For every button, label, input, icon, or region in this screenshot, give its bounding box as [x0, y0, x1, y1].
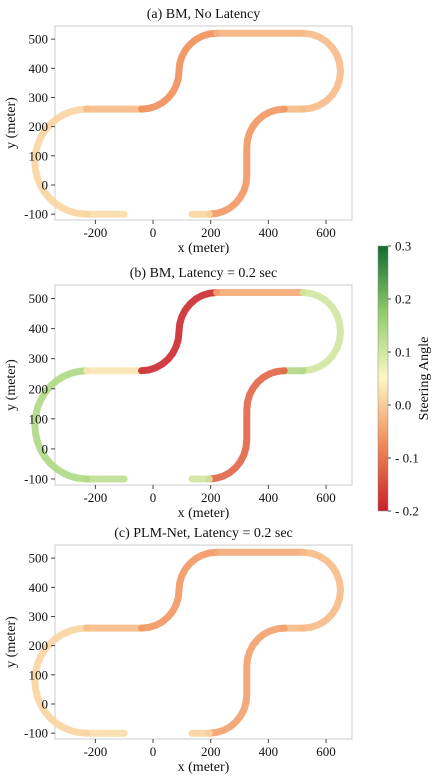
- y-tick-label: 500: [29, 291, 49, 306]
- y-tick-label: 100: [29, 148, 49, 163]
- x-tick-label: 400: [259, 490, 279, 505]
- x-tick-label: 400: [259, 225, 279, 240]
- y-tick-label: 0: [42, 177, 49, 192]
- x-tick-label: 600: [316, 744, 336, 759]
- track-segment-4: [138, 29, 220, 113]
- y-tick-label: 500: [29, 551, 49, 566]
- track-segment-8: [205, 624, 288, 737]
- x-tick-label: 600: [316, 490, 336, 505]
- x-axis-label: x (meter): [178, 241, 230, 256]
- y-tick-label: 400: [29, 61, 49, 76]
- chart-title: (a) BM, No Latency: [147, 7, 261, 22]
- x-tick-label: 200: [201, 490, 221, 505]
- plot-area: [54, 284, 353, 486]
- colorbar-gradient: [377, 245, 389, 512]
- y-tick-label: -100: [24, 207, 48, 222]
- x-axis-label: x (meter): [178, 760, 230, 775]
- colorbar: 0.3 0.2 0.1 0.0 - 0.1 - 0.2 Steering Angle: [377, 239, 432, 519]
- track-segment-4: [138, 289, 220, 375]
- track-segment-6: [299, 548, 344, 632]
- y-tick-label: 200: [29, 381, 49, 396]
- track-segment-2: [31, 367, 91, 483]
- y-tick-label: 300: [29, 90, 49, 105]
- x-tick-label: -200: [83, 744, 107, 759]
- y-tick-label: 0: [42, 696, 49, 711]
- y-tick-label: 400: [29, 580, 49, 595]
- x-axis-label: x (meter): [178, 506, 230, 521]
- track-segment-8: [205, 105, 288, 218]
- x-tick-label: -200: [83, 225, 107, 240]
- track-segment-2: [31, 105, 91, 218]
- plot-area: [54, 544, 353, 740]
- chart-title: (c) PLM-Net, Latency = 0.2 sec: [114, 526, 293, 541]
- colorbar-tick-label: 0.2: [395, 292, 411, 307]
- y-tick-label: 400: [29, 321, 49, 336]
- x-tick-label: 0: [150, 490, 157, 505]
- colorbar-tick-label: 0.3: [395, 239, 411, 254]
- colorbar-tick-label: - 0.2: [395, 504, 419, 519]
- y-tick-label: 500: [29, 32, 49, 47]
- y-tick-label: 200: [29, 119, 49, 134]
- y-axis-label: y (meter): [4, 97, 19, 149]
- x-tick-label: -200: [83, 490, 107, 505]
- colorbar-label: Steering Angle: [417, 337, 432, 421]
- y-axis-label: y (meter): [4, 359, 19, 411]
- x-tick-label: 0: [150, 225, 157, 240]
- track-segment-2: [31, 624, 91, 737]
- panel-b: (b) BM, Latency = 0.2 sec -200 0 200 400 600 -…: [4, 266, 353, 521]
- y-tick-label: 100: [29, 667, 49, 682]
- y-axis-label: y (meter): [4, 616, 19, 668]
- y-tick-label: -100: [24, 726, 48, 741]
- x-tick-label: 400: [259, 744, 279, 759]
- y-tick-label: 300: [29, 351, 49, 366]
- x-tick-label: 600: [316, 225, 336, 240]
- y-tick-label: 0: [42, 441, 49, 456]
- x-tick-label: 200: [201, 225, 221, 240]
- y-tick-label: -100: [24, 471, 48, 486]
- panel-c: (c) PLM-Net, Latency = 0.2 sec -200 0 200 40…: [4, 526, 353, 775]
- track-segment-8: [205, 367, 288, 483]
- y-tick-label: 300: [29, 609, 49, 624]
- x-tick-label: 0: [150, 744, 157, 759]
- colorbar-tick-label: - 0.1: [395, 451, 419, 466]
- colorbar-tick-label: 0.1: [395, 345, 411, 360]
- track-segment-6: [299, 29, 344, 113]
- track-segment-4: [138, 548, 220, 632]
- colorbar-tick-label: 0.0: [395, 398, 411, 413]
- chart-title: (b) BM, Latency = 0.2 sec: [130, 266, 277, 281]
- plot-area: [54, 25, 353, 221]
- y-tick-label: 100: [29, 411, 49, 426]
- x-tick-label: 200: [201, 744, 221, 759]
- track-segment-6: [299, 289, 344, 375]
- y-tick-label: 200: [29, 638, 49, 653]
- panel-a: (a) BM, No Latency -200 0 200 400 600 -100 0 100…: [4, 7, 353, 256]
